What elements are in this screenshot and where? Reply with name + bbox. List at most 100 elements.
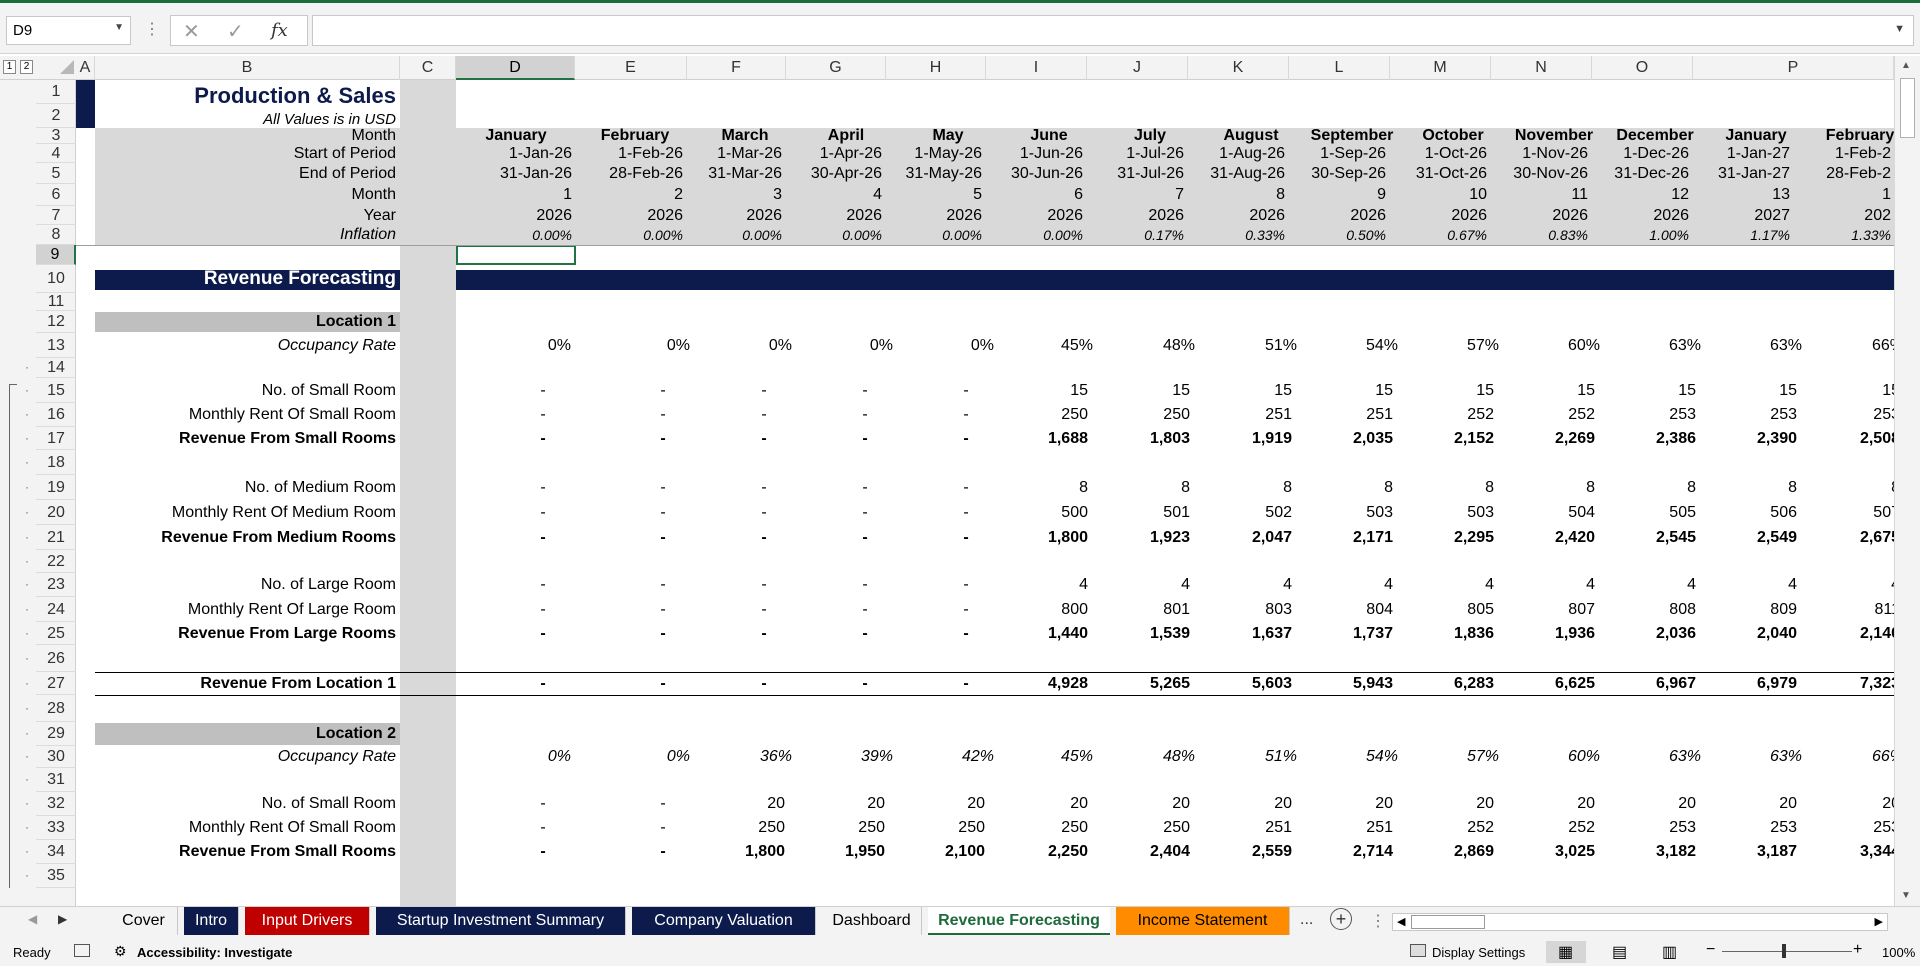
hscroll-left-icon[interactable]: ◀ [1397, 916, 1406, 928]
tab-scroll-right-icon[interactable]: ▶ [58, 912, 68, 926]
scroll-thumb[interactable] [1900, 78, 1915, 138]
column-header-h[interactable]: H [886, 56, 986, 80]
row-header-16[interactable]: 16 [36, 403, 76, 427]
column-header-i[interactable]: I [986, 56, 1087, 80]
sheet-tab-startup-investment-summary[interactable]: Startup Investment Summary [376, 907, 626, 935]
outline-level-2-button[interactable]: 2 [20, 60, 33, 74]
column-header-j[interactable]: J [1087, 56, 1188, 80]
column-header-n[interactable]: N [1491, 56, 1592, 80]
row-header-21[interactable]: 21 [36, 525, 76, 550]
sheet-tab-intro[interactable]: Intro [184, 907, 239, 935]
tab-options-icon[interactable]: ⋮ [1370, 913, 1386, 930]
row-header-20[interactable]: 20 [36, 500, 76, 525]
new-sheet-icon[interactable]: + [1330, 908, 1352, 930]
vertical-scrollbar[interactable]: ▲ ▼ [1894, 56, 1920, 906]
sheet-tab-cover[interactable]: Cover [110, 907, 178, 935]
row-header-9[interactable]: 9 [36, 245, 76, 265]
row-header-3[interactable]: 3 [36, 128, 76, 144]
row-header-4[interactable]: 4 [36, 144, 76, 163]
row-header-31[interactable]: 31 [36, 768, 76, 792]
page-break-icon[interactable]: ▥ [1662, 944, 1678, 961]
row-header-8[interactable]: 8 [36, 225, 76, 245]
column-header-c[interactable]: C [400, 56, 456, 80]
more-sheets-button[interactable]: ... [1300, 911, 1314, 928]
macro-record-icon[interactable] [74, 944, 90, 957]
column-header-f[interactable]: F [687, 56, 786, 80]
row-header-5[interactable]: 5 [36, 163, 76, 184]
column-header-b[interactable]: B [95, 56, 400, 80]
column-header-o[interactable]: O [1592, 56, 1693, 80]
expand-formula-icon[interactable]: ▼ [1894, 23, 1905, 35]
row-header-18[interactable]: 18 [36, 450, 76, 475]
zoom-in-icon[interactable]: + [1853, 941, 1863, 958]
column-header-k[interactable]: K [1188, 56, 1289, 80]
column-header-l[interactable]: L [1289, 56, 1390, 80]
normal-view-button[interactable] [1546, 941, 1586, 963]
row-header-13[interactable]: 13 [36, 333, 76, 358]
sheet-tab-income-statement[interactable]: Income Statement [1116, 907, 1290, 935]
row-header-27[interactable]: 27 [36, 672, 76, 695]
sheet-tab-input-drivers[interactable]: Input Drivers [245, 907, 370, 935]
selected-cell-d9[interactable] [456, 245, 576, 265]
row-header-32[interactable]: 32 [36, 792, 76, 816]
hscroll-thumb[interactable] [1411, 915, 1485, 929]
display-settings[interactable]: Display Settings [1432, 945, 1526, 960]
scroll-up-icon[interactable]: ▲ [1901, 60, 1911, 71]
row-header-11[interactable]: 11 [36, 293, 76, 311]
row-header-2[interactable]: 2 [36, 104, 76, 128]
row-header-29[interactable]: 29 [36, 722, 76, 746]
row-header-28[interactable]: 28 [36, 695, 76, 722]
tab-scroll-left-icon[interactable]: ◀ [28, 912, 38, 926]
row-header-34[interactable]: 34 [36, 840, 76, 864]
worksheet-grid[interactable]: Production & Sales All Values is in USD Mo… [76, 80, 1894, 906]
row-header-7[interactable]: 7 [36, 206, 76, 225]
name-box[interactable]: D9 ▼ [6, 16, 131, 45]
check-icon[interactable]: ✓ [227, 21, 244, 43]
accessibility-status[interactable]: Accessibility: Investigate [137, 945, 293, 960]
outline-bracket[interactable] [9, 384, 17, 888]
zoom-slider-thumb[interactable] [1782, 944, 1786, 958]
chevron-down-icon[interactable]: ▼ [114, 22, 124, 33]
zoom-slider[interactable] [1722, 951, 1852, 952]
small-room-rent: 250 [1163, 819, 1190, 836]
row-header-24[interactable]: 24 [36, 597, 76, 622]
row-header-10[interactable]: 10 [36, 265, 76, 293]
row-header-22[interactable]: 22 [36, 550, 76, 573]
formula-input[interactable]: ▼ [312, 15, 1914, 46]
row-header-19[interactable]: 19 [36, 475, 76, 500]
select-all-button[interactable] [60, 60, 74, 74]
more-options-icon[interactable]: ⋮ [144, 21, 160, 38]
row-header-23[interactable]: 23 [36, 573, 76, 597]
column-header-d[interactable]: D [456, 56, 575, 80]
page-layout-icon[interactable]: ▤ [1612, 944, 1628, 961]
sheet-tab-company-valuation[interactable]: Company Valuation [632, 907, 816, 935]
row-header-26[interactable]: 26 [36, 645, 76, 672]
cancel-icon[interactable]: ✕ [183, 21, 200, 43]
row-header-17[interactable]: 17 [36, 427, 76, 450]
display-settings-icon[interactable] [1410, 944, 1426, 957]
column-header-p[interactable]: P [1693, 56, 1894, 80]
column-header-m[interactable]: M [1390, 56, 1491, 80]
row-header-35[interactable]: 35 [36, 864, 76, 888]
sheet-tab-dashboard[interactable]: Dashboard [822, 907, 922, 935]
hscroll-right-icon[interactable]: ▶ [1874, 916, 1883, 928]
row-header-25[interactable]: 25 [36, 622, 76, 645]
scroll-down-icon[interactable]: ▼ [1901, 890, 1911, 901]
column-header-g[interactable]: G [786, 56, 886, 80]
row-header-14[interactable]: 14 [36, 358, 76, 378]
row-header-6[interactable]: 6 [36, 184, 76, 206]
zoom-out-icon[interactable]: − [1706, 941, 1716, 958]
row-header-1[interactable]: 1 [36, 80, 76, 104]
column-header-e[interactable]: E [575, 56, 687, 80]
accessibility-icon[interactable]: ⚙ [114, 943, 127, 959]
row-header-30[interactable]: 30 [36, 746, 76, 768]
column-header-a[interactable]: A [76, 56, 95, 80]
horizontal-scrollbar[interactable]: ◀ ▶ [1392, 913, 1888, 931]
insert-function-icon[interactable]: fx [271, 20, 288, 41]
row-header-15[interactable]: 15 [36, 378, 76, 403]
row-header-33[interactable]: 33 [36, 816, 76, 840]
sheet-tab-revenue-forecasting[interactable]: Revenue Forecasting [928, 907, 1110, 935]
outline-level-1-button[interactable]: 1 [3, 60, 16, 74]
zoom-level[interactable]: 100% [1882, 945, 1916, 960]
row-header-12[interactable]: 12 [36, 311, 76, 333]
